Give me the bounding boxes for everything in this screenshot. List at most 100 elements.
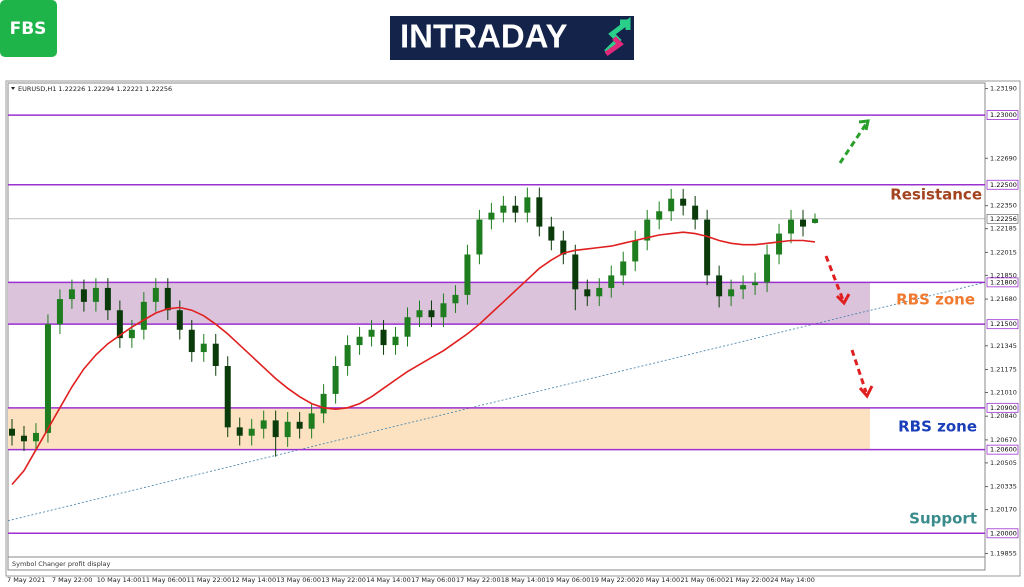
level-label: 1.23000 [990,111,1017,119]
x-tick-label: 21 May 06:00 [681,576,726,584]
candle-body [212,343,219,367]
level-box [986,319,1019,330]
x-tick-label: 11 May 22:00 [187,576,232,584]
intraday-logo-text: INTRADAY [400,18,567,55]
candle-body [56,299,63,325]
candle-body [380,329,387,346]
x-tick-label: 24 May 14:00 [770,576,815,584]
annotation: Resistance [890,186,982,204]
y-tick-label: 1.21010 [990,388,1017,396]
y-tick-label: 1.20335 [990,483,1017,491]
x-tick-label: 7 May 22:00 [52,576,92,584]
annotation: Support [909,510,977,528]
candle-body [296,421,303,429]
y-tick-label: 1.22185 [990,225,1017,233]
arrow-down-head [835,293,851,306]
x-tick-label: 12 May 14:00 [232,576,277,584]
candle-body [68,289,75,300]
candle-body [788,219,795,234]
candle-body [128,329,135,339]
candle-body [20,435,27,442]
candle-body [764,254,771,283]
info-arrow [11,87,15,90]
level-label: 1.21500 [990,320,1017,328]
y-tick-label: 1.23190 [990,85,1017,93]
arrow-up-head [858,119,870,131]
candle-body [308,413,315,429]
candle-body [320,393,327,414]
candle-body [92,287,99,302]
x-tick-label: 18 May 14:00 [501,576,546,584]
candle-body [392,336,399,346]
y-tick-label: 1.20670 [990,436,1017,444]
x-tick-label: 13 May 06:00 [276,576,321,584]
arrow-up [838,123,868,164]
candle-body [668,198,675,212]
x-tick-label: 17 May 22:00 [456,576,501,584]
candle-body [356,336,363,346]
y-tick-label: 1.20505 [990,459,1017,467]
candle-body [464,254,471,295]
candle-body [596,287,603,297]
candle-body [152,287,159,302]
y-tick-label: 1.20170 [990,506,1017,514]
level-label: 1.20900 [990,404,1017,412]
y-tick-label: 1.20840 [990,412,1017,420]
x-tick-label: 19 May 22:00 [591,576,636,584]
candle-body [32,432,39,442]
annotation: RBS zone [898,418,977,436]
candle-body [236,427,243,436]
arrow-down-head [858,385,874,399]
candle-body [116,310,123,339]
level-label: 1.21800 [990,278,1017,286]
x-tick-label: 10 May 14:00 [97,576,142,584]
moving-average [11,231,816,486]
arrow-down [850,349,868,393]
level-box [986,110,1019,120]
candle-body [776,233,783,255]
candle-body [536,197,543,227]
footer-text: Symbol Changer profit display [12,560,110,568]
candle-body [344,345,351,367]
candle-body [104,287,111,311]
candle-body [440,303,447,318]
candle-body [560,240,567,255]
y-tick-label: 1.22350 [990,202,1017,210]
candle-body [692,205,699,220]
candle-body [164,287,171,311]
level-box [986,528,1019,539]
y-tick-label: 1.21850 [990,271,1017,279]
level-box [986,402,1019,413]
candle-body [656,211,663,220]
candle-body [452,294,459,304]
candle-body [632,240,639,262]
level-box [986,277,1019,288]
candle-body [284,421,291,438]
candle-body [800,219,807,227]
y-tick-label: 1.22690 [990,154,1017,162]
candle-body [716,275,723,297]
y-tick-label: 1.21680 [990,295,1017,303]
plot: 1.23190 1.22690 1.22350 1.22185 1.22015 1.218… [7,85,1019,558]
candle-body [368,329,375,337]
level-box [986,179,1019,190]
x-tick-label: 17 May 06:00 [411,576,456,584]
intraday-logo [390,16,634,60]
level-label: 1.20000 [990,529,1017,537]
x-tick-label: 13 May 22:00 [321,576,366,584]
candle-body [572,254,579,290]
y-tick-label: 1.21175 [990,365,1017,373]
candle-body [332,366,339,394]
candle-body [188,329,195,353]
candle-body [404,317,411,337]
candle-body [428,310,435,318]
candle-body [728,289,735,297]
candle-body [812,218,818,223]
candle-body [500,205,507,213]
candle-body [476,219,483,255]
candle-body [584,289,591,297]
candle-body [248,428,255,436]
candle-body [752,282,759,286]
candle-body [488,212,495,220]
